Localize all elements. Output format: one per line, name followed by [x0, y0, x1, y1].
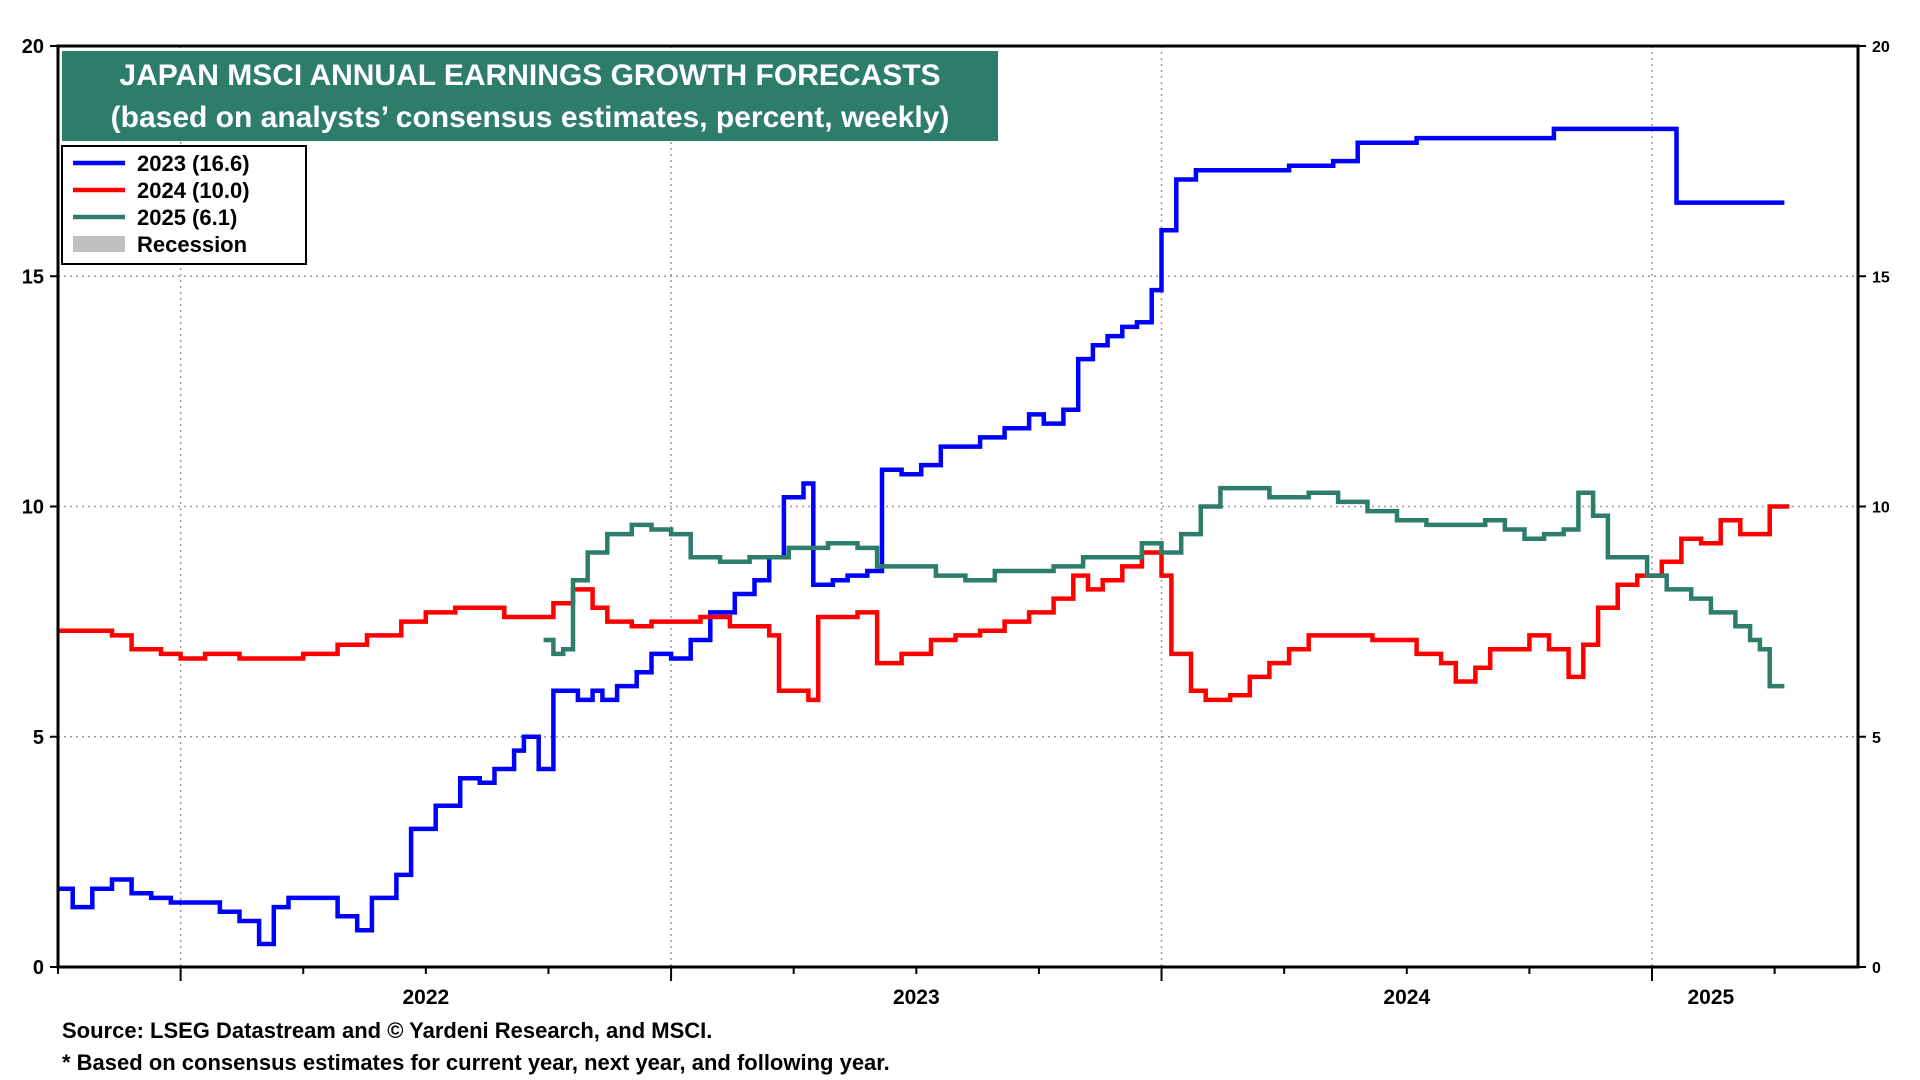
legend-label: 2025 (6.1) — [137, 205, 237, 230]
title-background — [62, 51, 998, 141]
series-line-2 — [58, 504, 1790, 703]
footnote: * Based on consensus estimates for curre… — [62, 1050, 890, 1075]
y-tick-label: 20 — [22, 36, 44, 58]
series-lines — [58, 126, 1790, 947]
legend: 2023 (16.6)2024 (10.0)2025 (6.1)Recessio… — [61, 145, 307, 265]
series-line-1 — [58, 126, 1785, 947]
x-tick-label: 2022 — [402, 986, 449, 1009]
y-tick-label: 15 — [22, 266, 44, 288]
x-tick-label: 2023 — [893, 986, 940, 1009]
right-y-tick-label: 0 — [1872, 960, 1881, 977]
legend-swatch-recession — [73, 236, 125, 252]
x-tick-label: 2024 — [1383, 986, 1430, 1009]
right-y-tick-label: 5 — [1872, 730, 1881, 747]
x-tick-label: 2025 — [1688, 986, 1735, 1009]
grid — [58, 46, 1858, 967]
series-line-3 — [543, 485, 1785, 689]
legend-label: 2024 (10.0) — [137, 178, 250, 203]
y-tick-label: 0 — [33, 957, 44, 979]
source-note: Source: LSEG Datastream and © Yardeni Re… — [62, 1018, 713, 1043]
right-y-tick-label: 20 — [1872, 39, 1890, 56]
axes: 0 5 10 15 20 0 5 10 15 20 2022 2023 2024 2025 — [22, 36, 1890, 1009]
right-y-tick-label: 15 — [1872, 269, 1890, 286]
y-tick-label: 10 — [22, 497, 44, 519]
right-y-tick-label: 10 — [1872, 500, 1890, 517]
chart-title: JAPAN MSCI ANNUAL EARNINGS GROWTH FORECA… — [119, 59, 940, 92]
chart-subtitle: (based on analysts’ consensus estimates,… — [111, 101, 950, 134]
title-box: JAPAN MSCI ANNUAL EARNINGS GROWTH FORECA… — [62, 51, 998, 141]
y-tick-label: 5 — [33, 727, 44, 749]
legend-label: 2023 (16.6) — [137, 151, 250, 176]
legend-label: Recession — [137, 232, 247, 257]
